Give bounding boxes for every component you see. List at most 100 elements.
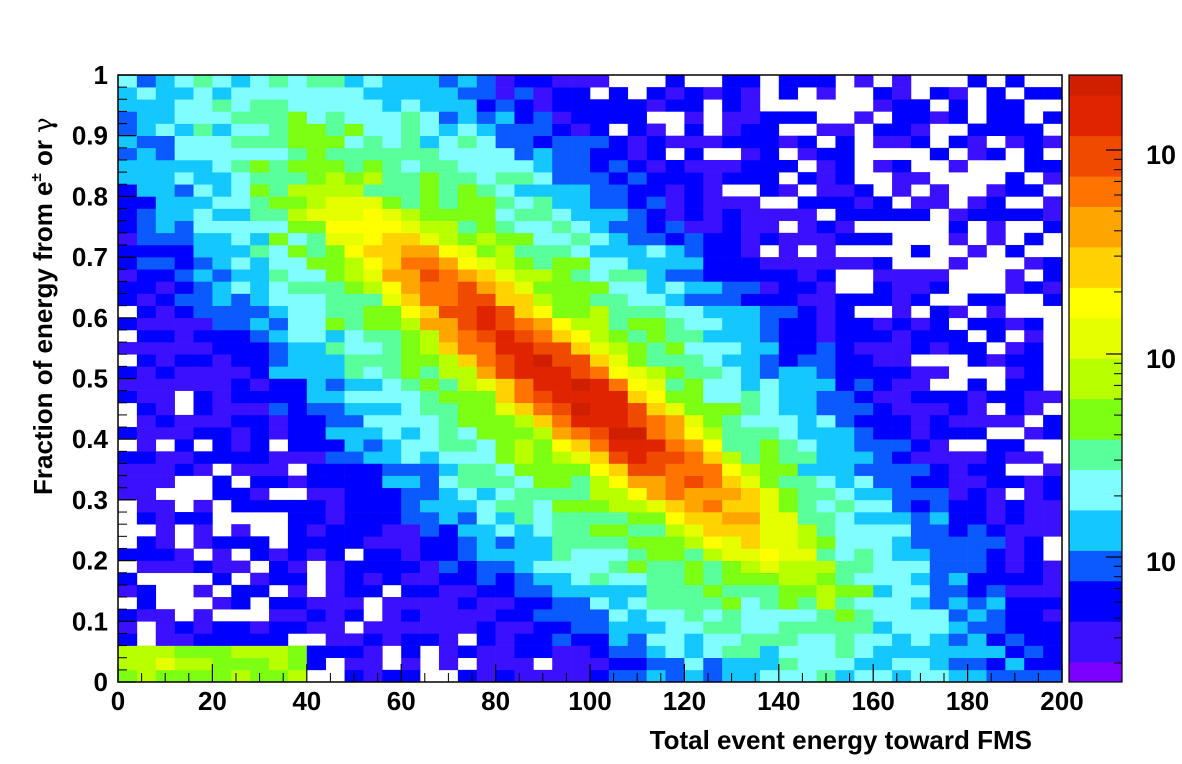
heatmap-cell [174, 305, 194, 319]
colorbar-segment [1069, 418, 1122, 430]
heatmap-cell [212, 172, 232, 185]
heatmap-cell [118, 548, 138, 561]
heatmap-cell [571, 609, 591, 622]
heatmap-cell [420, 548, 440, 561]
heatmap-cell [344, 609, 364, 622]
heatmap-cell [250, 257, 270, 270]
heatmap-cell [854, 208, 874, 221]
heatmap-cell [986, 184, 1006, 197]
heatmap-cell [118, 657, 138, 671]
heatmap-cell [533, 269, 553, 282]
heatmap-cell [136, 342, 157, 355]
heatmap-cell [344, 414, 364, 428]
heatmap-cell [250, 232, 270, 246]
heatmap-cell [986, 463, 1006, 476]
heatmap-cell [457, 475, 478, 489]
heatmap-cell [797, 196, 817, 209]
heatmap-cell [438, 232, 459, 246]
heatmap-cell [193, 366, 213, 379]
heatmap-cell [287, 524, 308, 537]
heatmap-cell [155, 147, 175, 161]
heatmap-cell [835, 536, 855, 549]
heatmap-cell [118, 184, 138, 197]
heatmap-cell [287, 269, 308, 282]
heatmap-cell [722, 524, 742, 537]
heatmap-cell [646, 645, 666, 659]
heatmap-cell [306, 232, 326, 246]
heatmap-cell [778, 645, 798, 659]
heatmap-cell [212, 487, 232, 501]
colorbar-segment [1069, 226, 1122, 238]
heatmap-cell [382, 342, 402, 355]
heatmap-cell [835, 305, 855, 319]
heatmap-cell [118, 220, 138, 234]
heatmap-cell [457, 87, 478, 100]
heatmap-cell [1005, 390, 1025, 404]
heatmap-cell [344, 305, 364, 319]
heatmap-cell [250, 244, 270, 258]
heatmap-cell [684, 584, 704, 598]
heatmap-cell [967, 560, 987, 574]
heatmap-cell [325, 269, 345, 282]
heatmap-cell [552, 548, 572, 561]
heatmap-cell [703, 402, 723, 416]
heatmap-cell [986, 548, 1006, 561]
heatmap-cell [816, 159, 836, 173]
heatmap-cell [420, 487, 440, 501]
heatmap-cell [835, 184, 855, 197]
heatmap-cell [306, 536, 326, 549]
heatmap-cell [457, 354, 478, 367]
heatmap-cell [250, 366, 270, 379]
heatmap-cell [816, 621, 836, 634]
heatmap-cell [1005, 475, 1025, 489]
heatmap-cell [401, 621, 421, 634]
x-tick-label: 120 [663, 686, 706, 716]
heatmap-cell [722, 317, 742, 331]
heatmap-cell [722, 281, 742, 294]
heatmap-cell [495, 645, 515, 659]
heatmap-cell [552, 633, 572, 646]
heatmap-cell [325, 305, 345, 319]
heatmap-cell [948, 208, 968, 221]
heatmap-cell [552, 499, 572, 513]
heatmap-cell [136, 305, 157, 319]
heatmap-cell [231, 244, 251, 258]
heatmap-cell [590, 208, 610, 221]
heatmap-cell [571, 244, 591, 258]
heatmap-cell [741, 305, 761, 319]
heatmap-cell [118, 463, 138, 476]
heatmap-cell [136, 75, 157, 88]
heatmap-cell [269, 499, 289, 513]
heatmap-cell [892, 329, 912, 343]
heatmap-cell [627, 645, 647, 659]
heatmap-cell [627, 402, 647, 416]
heatmap-cell [892, 342, 912, 355]
heatmap-cell [741, 317, 761, 331]
heatmap-cell [514, 584, 534, 598]
heatmap-cell [344, 99, 364, 112]
heatmap-cell [250, 572, 270, 586]
heatmap-cell [571, 342, 591, 355]
heatmap-cell [438, 317, 459, 331]
heatmap-cell [438, 584, 459, 598]
heatmap-cell [514, 621, 534, 634]
heatmap-cell [363, 317, 383, 331]
heatmap-cell [759, 463, 780, 476]
heatmap-cell [306, 597, 326, 610]
heatmap-cell [835, 342, 855, 355]
heatmap-cell [476, 366, 496, 379]
heatmap-cell [665, 597, 685, 610]
heatmap-cell [250, 293, 270, 306]
heatmap-cell [269, 633, 289, 646]
heatmap-cell [646, 633, 666, 646]
heatmap-cell [1024, 281, 1044, 294]
heatmap-cell [627, 414, 647, 428]
heatmap-cell [986, 669, 1006, 683]
heatmap-cell [665, 487, 685, 501]
heatmap-cell [741, 669, 761, 683]
colorbar-segment [1069, 257, 1122, 268]
heatmap-cell [892, 560, 912, 574]
heatmap-cell [684, 487, 704, 501]
heatmap-cell [571, 657, 591, 671]
heatmap-cell [155, 111, 175, 124]
